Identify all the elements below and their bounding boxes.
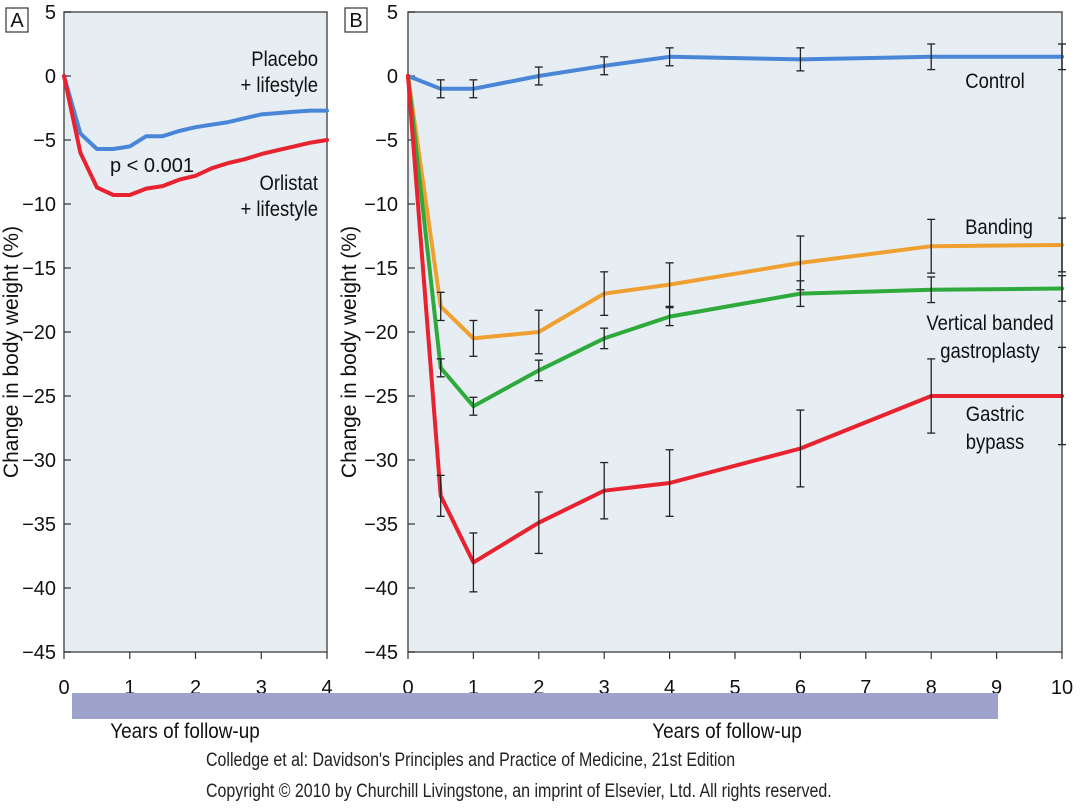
panel-b-errorbar-control [534,66,543,86]
panel-a-ytick-label: 5 [45,2,56,24]
panel-b-errorbar-gastric-bypass [665,449,674,517]
panel-b-ytick-label: −25 [364,386,398,408]
panel-a-ytick-label: −15 [22,258,56,280]
panel-a-line-placebo-lifestyle [62,74,329,151]
panel-b-errorbar-gastric-bypass [600,461,609,520]
panel-a-ytick-label: −5 [33,130,56,152]
panel-b-errorbar-vertical-banded-gastroplasty [927,276,936,304]
panel-b-errorbar-vertical-banded-gastroplasty [436,358,445,378]
panel-b-ytick-label: −45 [364,642,398,664]
panel-a-ytick-label: 0 [45,66,56,88]
panel-b-ytick-label: −10 [364,194,398,216]
panel-a-xtick-label: 3 [256,677,267,699]
credit-line-1: Colledge et al: Davidson's Principles an… [206,750,736,771]
panel-a-label-orlistat-lifestyle: Orlistat + lifestyle [240,172,318,221]
panel-a-ylabel: Change in body weight (%) [0,226,23,478]
panel-b-errorbar-vertical-banded-gastroplasty [665,307,674,327]
panel-b-errorbar-control [796,47,805,72]
panel-b-ytick-label: −5 [375,130,398,152]
panel-a-xtick-label: 0 [58,677,69,699]
panel-b-errorbar-gastric-bypass [1058,346,1066,446]
panel-a-p-value: p < 0.001 [110,155,194,177]
panel-b-series-labels: Control Banding Vertical banded gastroplast… [926,70,1053,454]
panel-b-errorbar-gastric-bypass [796,409,805,488]
panel-b-errorbar-gastric-bypass [534,491,543,555]
panel-a-plot-area [63,11,328,653]
panel-b-xtick-label: 2 [533,677,544,699]
panel-a-ytick-label: −35 [22,514,56,536]
panel-b-label-vertical-banded-gastroplasty: Vertical banded gastroplasty [926,312,1053,363]
panel-b-ylabel: Change in body weight (%) [338,226,361,478]
panel-b-plot-area [407,11,1063,653]
panel-b-label-gastric-bypass: Gastric bypass [966,403,1025,454]
panel-a-xtick-label: 1 [124,677,135,699]
panel-b-label-control: Control [965,70,1025,93]
panel-b-ytick-label: −35 [364,514,398,536]
credit-line-2: Copyright © 2010 by Churchill Livingston… [206,781,832,802]
panel-a-ytick-label: −45 [22,642,56,664]
panel-b-errorbar-gastric-bypass [927,358,936,434]
panel-a-xtick-label: 2 [190,677,201,699]
panel-b-xtick-label: 5 [729,677,740,699]
panel-a-axes: 50−5−10−15−20−25−30−35−40−450 1 2 3 4 [22,2,333,699]
panel-b-errorbar-control [436,79,445,99]
panel-a-xlabel: Years of follow-up [110,720,259,743]
panel-b-xtick-label: 3 [599,677,610,699]
panel-a-series-labels: Placebo + lifestyle Orlistat + lifestyle [240,48,318,221]
overlay-strip [72,693,998,719]
panel-b-label-banding: Banding [965,216,1033,239]
panel-b-errorbar-gastric-bypass [436,474,445,517]
panel-b-errorbar-vertical-banded-gastroplasty [796,280,805,308]
panel-b-errorbar-control [469,79,478,99]
panel-b-errorbar-vertical-banded-gastroplasty [600,327,609,350]
panel-b-errorbar-banding [469,319,478,357]
panel-b-errorbar-control [1058,43,1066,71]
panel-b-xtick-label: 6 [795,677,806,699]
panel-b-label: B [349,10,362,32]
panel-b-ytick-label: 5 [387,2,398,24]
panel-b-xlabel: Years of follow-up [652,720,801,743]
panel-a-ytick-label: −10 [22,194,56,216]
panel-b-xtick-label: 10 [1051,677,1073,699]
panel-b-xtick-label: 9 [991,677,1002,699]
panel-b-errorbar-vertical-banded-gastroplasty [1058,275,1066,302]
panel-b-errorbar-banding [534,309,543,355]
panel-b-errorbar-vertical-banded-gastroplasty [534,359,543,382]
panel-b-xtick-label: 7 [860,677,871,699]
panel-b-ytick-label: −30 [364,450,398,472]
panel-a-xtick-label: 4 [321,677,332,699]
panel-b-xtick-label: 4 [664,677,675,699]
panel-b-xtick-label: 8 [926,677,937,699]
panel-a-ytick-label: −25 [22,386,56,408]
panel-b-errorbar-banding [927,218,936,274]
panel-a-label: A [10,10,24,32]
panel-b-axes: 50−5−10−15−20−25−30−35−40−450 1 2 3 4 5 6 7 8 9 10 [364,2,1073,699]
panel-a-label-box [5,7,29,33]
panel-a-series [62,74,329,197]
panel-a-ytick-label: −30 [22,450,56,472]
panel-b-label-box [344,7,368,33]
panel-b-errorbar-control [665,47,674,67]
panel-b-errorbar-banding [600,271,609,317]
panel-b-errorbar-banding [665,262,674,308]
panel-a-ytick-label: −20 [22,322,56,344]
panel-b-errorbar-banding [1058,217,1066,273]
panel-b-errorbar-banding [436,291,445,322]
panel-b-series [406,43,1066,593]
panel-a-label-placebo-lifestyle: Placebo + lifestyle [240,48,318,97]
panel-a-line-orlistat-lifestyle [62,74,329,197]
panel-b-errorbar-gastric-bypass [469,532,478,593]
panel-b-ytick-label: −15 [364,258,398,280]
panel-b-ytick-label: 0 [387,66,398,88]
panel-b-errorbar-control [927,43,936,71]
panel-b-xtick-label: 0 [402,677,413,699]
panel-b-ytick-label: −20 [364,322,398,344]
panel-b-errorbar-vertical-banded-gastroplasty [469,396,478,416]
panel-b-ytick-label: −40 [364,578,398,600]
panel-a-ytick-label: −40 [22,578,56,600]
panel-b-errorbar-control [600,56,609,76]
panel-b-xtick-label: 1 [468,677,479,699]
